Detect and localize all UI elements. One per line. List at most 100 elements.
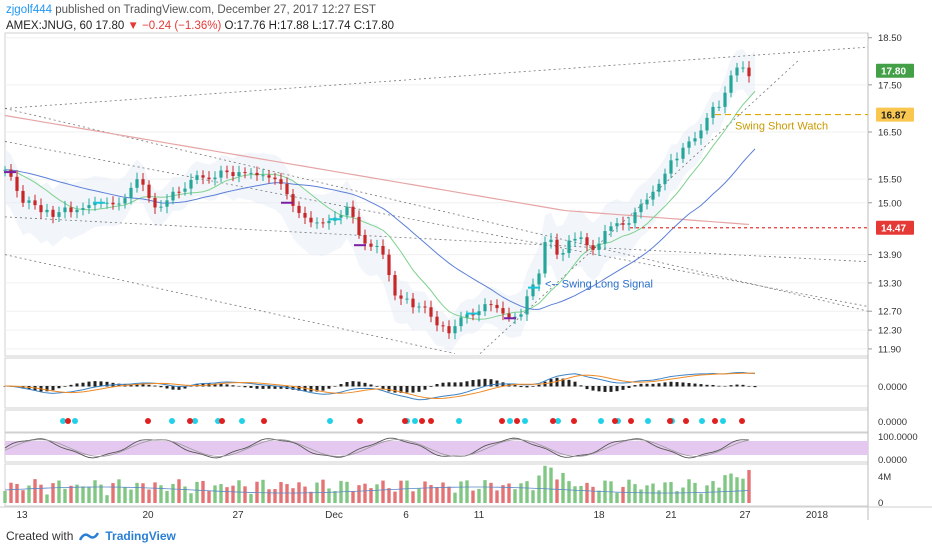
volume-bar bbox=[99, 484, 103, 503]
macd-histogram-bar bbox=[147, 384, 151, 387]
macd-histogram-bar bbox=[585, 386, 589, 390]
volume-bar bbox=[597, 490, 601, 503]
candle-body bbox=[273, 177, 277, 180]
macd-histogram-bar bbox=[81, 382, 85, 387]
volume-bar bbox=[657, 490, 661, 503]
macd-histogram-bar bbox=[201, 383, 205, 387]
macd-histogram-bar bbox=[453, 382, 457, 387]
time-tick-label: 6 bbox=[403, 510, 409, 521]
volume-bar bbox=[567, 481, 571, 503]
time-tick-label: 18 bbox=[593, 510, 605, 521]
tradingview-brand-link[interactable]: TradingView bbox=[105, 529, 176, 543]
candle-body bbox=[387, 254, 391, 276]
candle-body bbox=[153, 198, 157, 208]
volume-axis-bottom-label: 0 bbox=[878, 498, 883, 509]
volume-bar bbox=[465, 480, 469, 503]
macd-histogram-bar bbox=[579, 385, 583, 387]
macd-histogram-bar bbox=[249, 386, 253, 388]
macd-histogram-bar bbox=[429, 386, 433, 387]
candle-body bbox=[729, 75, 733, 93]
candle-body bbox=[435, 316, 439, 326]
macd-histogram-bar bbox=[471, 380, 475, 387]
candle-body bbox=[357, 216, 361, 235]
price-tick-label: 13.90 bbox=[878, 250, 902, 261]
volume-axis-top-label: 4M bbox=[878, 472, 891, 483]
author-link[interactable]: zjgolf444 bbox=[6, 4, 53, 16]
candle-body bbox=[267, 175, 271, 178]
volume-bar bbox=[411, 491, 415, 503]
volume-bar bbox=[489, 482, 493, 503]
macd-histogram-bar bbox=[273, 386, 277, 389]
volume-bar bbox=[15, 483, 19, 503]
time-axis[interactable]: 13 20 27 Dec 6 11 18 21 27 2018 bbox=[0, 506, 932, 521]
candle-body bbox=[717, 106, 721, 108]
volume-bar bbox=[537, 475, 541, 503]
price-candles[interactable] bbox=[3, 61, 751, 340]
volume-bar bbox=[675, 491, 679, 503]
candle-body bbox=[591, 245, 595, 250]
candle-body bbox=[513, 316, 517, 318]
volume-bar bbox=[111, 483, 115, 503]
signal-dot-cyan bbox=[60, 418, 66, 424]
price-tick-label: 16.50 bbox=[878, 128, 902, 139]
candle-body bbox=[141, 179, 145, 185]
volume-bar bbox=[165, 490, 169, 503]
macd-histogram-bar bbox=[729, 385, 733, 387]
macd-histogram-bar bbox=[387, 386, 391, 392]
time-tick-label: Dec bbox=[325, 510, 343, 521]
macd-histogram-bar bbox=[483, 378, 487, 387]
volume-bar bbox=[441, 482, 445, 503]
volume-bar bbox=[501, 485, 505, 503]
volume-bar bbox=[57, 480, 61, 503]
macd-histogram-bar bbox=[75, 383, 79, 387]
signal-dot-red bbox=[683, 418, 689, 424]
candle-body bbox=[207, 177, 211, 180]
candle-body bbox=[501, 308, 505, 314]
symbol-line: AMEX:JNUG, 60 17.80 ▼ −0.24 (−1.36%) O:1… bbox=[6, 20, 394, 32]
macd-histogram-bar bbox=[159, 386, 163, 388]
volume-bar bbox=[495, 490, 499, 503]
macd-histogram-bar bbox=[279, 386, 283, 389]
volume-bar bbox=[213, 485, 217, 503]
volume-bar bbox=[747, 469, 751, 503]
macd-histogram-bar bbox=[753, 386, 757, 388]
macd-histogram-bar bbox=[411, 386, 415, 393]
macd-histogram-bar bbox=[321, 386, 325, 391]
volume-bar bbox=[699, 493, 703, 503]
signal-dot-red bbox=[419, 418, 425, 424]
macd-histogram-bar bbox=[393, 386, 397, 393]
signal-dot-red bbox=[261, 418, 267, 424]
candle-body bbox=[687, 141, 691, 148]
macd-histogram-bar bbox=[609, 386, 613, 392]
macd-histogram-bar bbox=[519, 386, 523, 388]
candle-body bbox=[561, 253, 565, 255]
candle-body bbox=[525, 296, 529, 315]
price-axis[interactable]: 18.50 17.50 16.50 15.50 15.00 13.90 13.30 12.70… bbox=[868, 33, 914, 355]
macd-histogram-bar bbox=[117, 383, 121, 387]
macd-histogram-bar bbox=[339, 384, 343, 387]
macd-histogram-bar bbox=[705, 384, 709, 387]
price-tick-label: 12.70 bbox=[878, 307, 902, 318]
signal-dot-red bbox=[145, 418, 151, 424]
trendline-1 bbox=[4, 141, 869, 307]
macd-histogram-bar bbox=[63, 386, 67, 387]
candle-body bbox=[399, 295, 403, 299]
macd-histogram-bar bbox=[369, 384, 373, 387]
candle-body bbox=[261, 175, 265, 177]
candle-body bbox=[489, 304, 493, 306]
volume-bar bbox=[345, 481, 349, 503]
signal-dot-cyan bbox=[522, 418, 528, 424]
candle-body bbox=[549, 239, 553, 243]
volume-bar bbox=[231, 485, 235, 503]
candle-body bbox=[291, 194, 295, 206]
trendlines bbox=[4, 46, 869, 355]
candle-body bbox=[405, 298, 409, 300]
horizontal-levels[interactable] bbox=[630, 113, 868, 229]
signal-dot-red bbox=[612, 418, 618, 424]
volume-bar bbox=[459, 481, 463, 503]
volume-bar bbox=[21, 490, 25, 503]
candle-body bbox=[477, 311, 481, 316]
volume-bar bbox=[669, 482, 673, 503]
candle-body bbox=[441, 325, 445, 327]
